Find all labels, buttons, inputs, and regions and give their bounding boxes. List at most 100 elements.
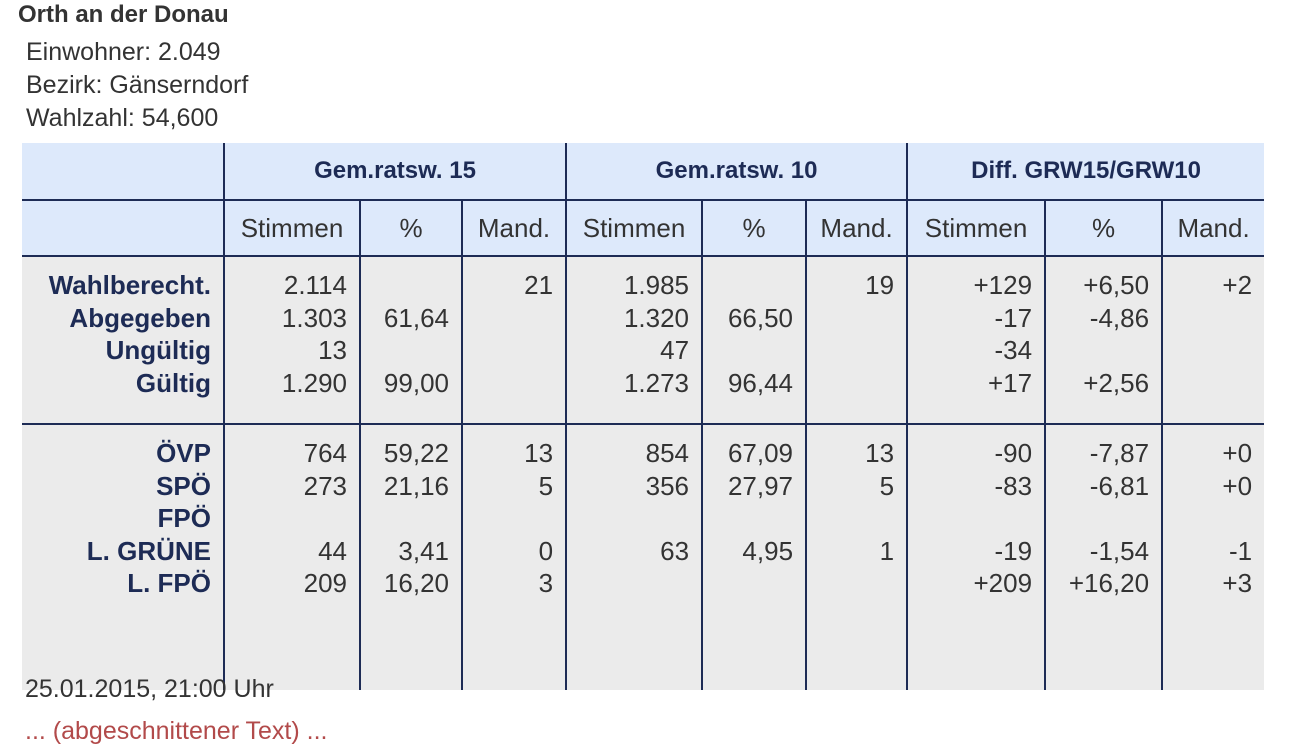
- value: [225, 502, 347, 535]
- values-cell: 1.985 1.320 47 1.273: [565, 256, 703, 425]
- label-col-header: [22, 200, 224, 257]
- value: -6,81: [1089, 470, 1150, 501]
- value: [807, 502, 894, 535]
- row-label: Wahlberecht.: [48, 270, 211, 300]
- section-electorate: Wahlberecht. Abgegeben Ungültig Gültig 2…: [22, 256, 1265, 425]
- value: 5: [538, 470, 554, 501]
- value: 61,64: [383, 302, 449, 333]
- value: +0: [1222, 470, 1253, 501]
- col-header: Stimmen: [565, 200, 703, 257]
- value: [703, 567, 793, 600]
- value: [1163, 367, 1252, 400]
- party-label: L. FPÖ: [127, 568, 211, 598]
- value: 854: [645, 438, 690, 468]
- value: 1.290: [281, 367, 347, 398]
- value: 99,00: [383, 367, 449, 398]
- section-parties: ÖVP SPÖ FPÖ L. GRÜNE L. FPÖ 764 273 44 209 …: [22, 424, 1265, 690]
- value: 13: [318, 335, 347, 365]
- value: [567, 567, 689, 600]
- population: Einwohner: 2.049: [26, 38, 221, 66]
- col-header: Mand.: [805, 200, 908, 257]
- value: [361, 269, 449, 302]
- value: -4,86: [1089, 302, 1150, 333]
- value: 3,41: [398, 535, 449, 566]
- party-label: ÖVP: [156, 438, 211, 468]
- values-cell: +129 -17 -34 +17: [906, 256, 1046, 425]
- values-cell: -7,87 -6,81 -1,54 +16,20: [1044, 424, 1163, 690]
- value: 3: [538, 568, 554, 598]
- municipality-info: Einwohner: 2.049 Bezirk: Gänserndorf Wah…: [26, 36, 248, 135]
- value: +17: [987, 367, 1033, 398]
- value: 47: [660, 335, 690, 365]
- group-header-diff: Diff. GRW15/GRW10: [906, 143, 1265, 201]
- value: +209: [973, 568, 1033, 598]
- values-cell: 61,64 99,00: [359, 256, 462, 425]
- values-cell: 764 273 44 209: [223, 424, 360, 690]
- values-cell: 59,22 21,16 3,41 16,20: [359, 424, 462, 690]
- col-header: %: [701, 200, 807, 257]
- value: 96,44: [727, 367, 794, 398]
- values-cell: -90 -83 -19 +209: [906, 424, 1046, 690]
- value: 0: [538, 535, 554, 566]
- value: [361, 502, 449, 535]
- value: +129: [973, 270, 1033, 300]
- value: [1163, 302, 1252, 335]
- quota: Wahlzahl: 54,600: [26, 104, 219, 132]
- value: 764: [303, 438, 347, 468]
- value: 13: [865, 438, 895, 468]
- values-cell: 21: [460, 256, 567, 425]
- values-cell: +0 +0 -1 +3: [1161, 424, 1265, 690]
- value: +3: [1222, 568, 1253, 598]
- value: [463, 302, 553, 335]
- corner-cell: [22, 143, 224, 201]
- page: Orth an der Donau Einwohner: 2.049 Bezir…: [18, 1, 1265, 745]
- value: [908, 502, 1032, 535]
- row-label: Abgegeben: [69, 302, 211, 333]
- value: [463, 502, 553, 535]
- value: +2,56: [1083, 367, 1150, 398]
- values-cell: 13 5 0 3: [460, 424, 567, 690]
- row-labels: Wahlberecht. Abgegeben Ungültig Gültig: [22, 256, 224, 425]
- value: 1.303: [281, 302, 347, 333]
- value: 4,95: [742, 535, 794, 566]
- value: [807, 302, 894, 335]
- value: 21: [524, 270, 554, 300]
- values-cell: 13 5 1: [805, 424, 908, 690]
- value: 1: [879, 535, 895, 566]
- values-cell: 66,50 96,44: [701, 256, 807, 425]
- row-label: Ungültig: [105, 335, 211, 365]
- values-cell: +2: [1161, 256, 1265, 425]
- value: [807, 567, 894, 600]
- group-header-row: Gem.ratsw. 15 Gem.ratsw. 10 Diff. GRW15/…: [22, 143, 1265, 201]
- value: [703, 269, 793, 302]
- value: [1163, 502, 1252, 535]
- value: [567, 502, 689, 535]
- value: 13: [524, 438, 554, 468]
- value: [807, 367, 894, 400]
- col-header: %: [359, 200, 462, 257]
- values-cell: 854 356 63: [565, 424, 703, 690]
- timestamp: 25.01.2015, 21:00 Uhr: [25, 675, 274, 703]
- value: [1046, 502, 1149, 535]
- value: +0: [1222, 438, 1253, 468]
- party-label: L. GRÜNE: [86, 535, 211, 566]
- value: -90: [994, 438, 1033, 468]
- value: 66,50: [727, 302, 794, 333]
- value: 356: [645, 470, 690, 501]
- party-label: SPÖ: [156, 470, 211, 501]
- value: 59,22: [383, 438, 449, 468]
- column-header-row: Stimmen % Mand. Stimmen % Mand. Stimmen …: [22, 200, 1265, 257]
- value: +2: [1222, 270, 1253, 300]
- value: 27,97: [727, 470, 794, 501]
- col-header: %: [1044, 200, 1163, 257]
- value: 63: [660, 535, 690, 566]
- value: [807, 334, 894, 367]
- group-header-grw10: Gem.ratsw. 10: [565, 143, 908, 201]
- value: 21,16: [383, 470, 449, 501]
- value: -19: [994, 535, 1033, 566]
- district: Bezirk: Gänserndorf: [26, 71, 249, 99]
- group-header-grw15: Gem.ratsw. 15: [222, 143, 567, 201]
- value: -1: [1228, 535, 1253, 566]
- value: +16,20: [1068, 568, 1150, 598]
- value: [703, 502, 793, 535]
